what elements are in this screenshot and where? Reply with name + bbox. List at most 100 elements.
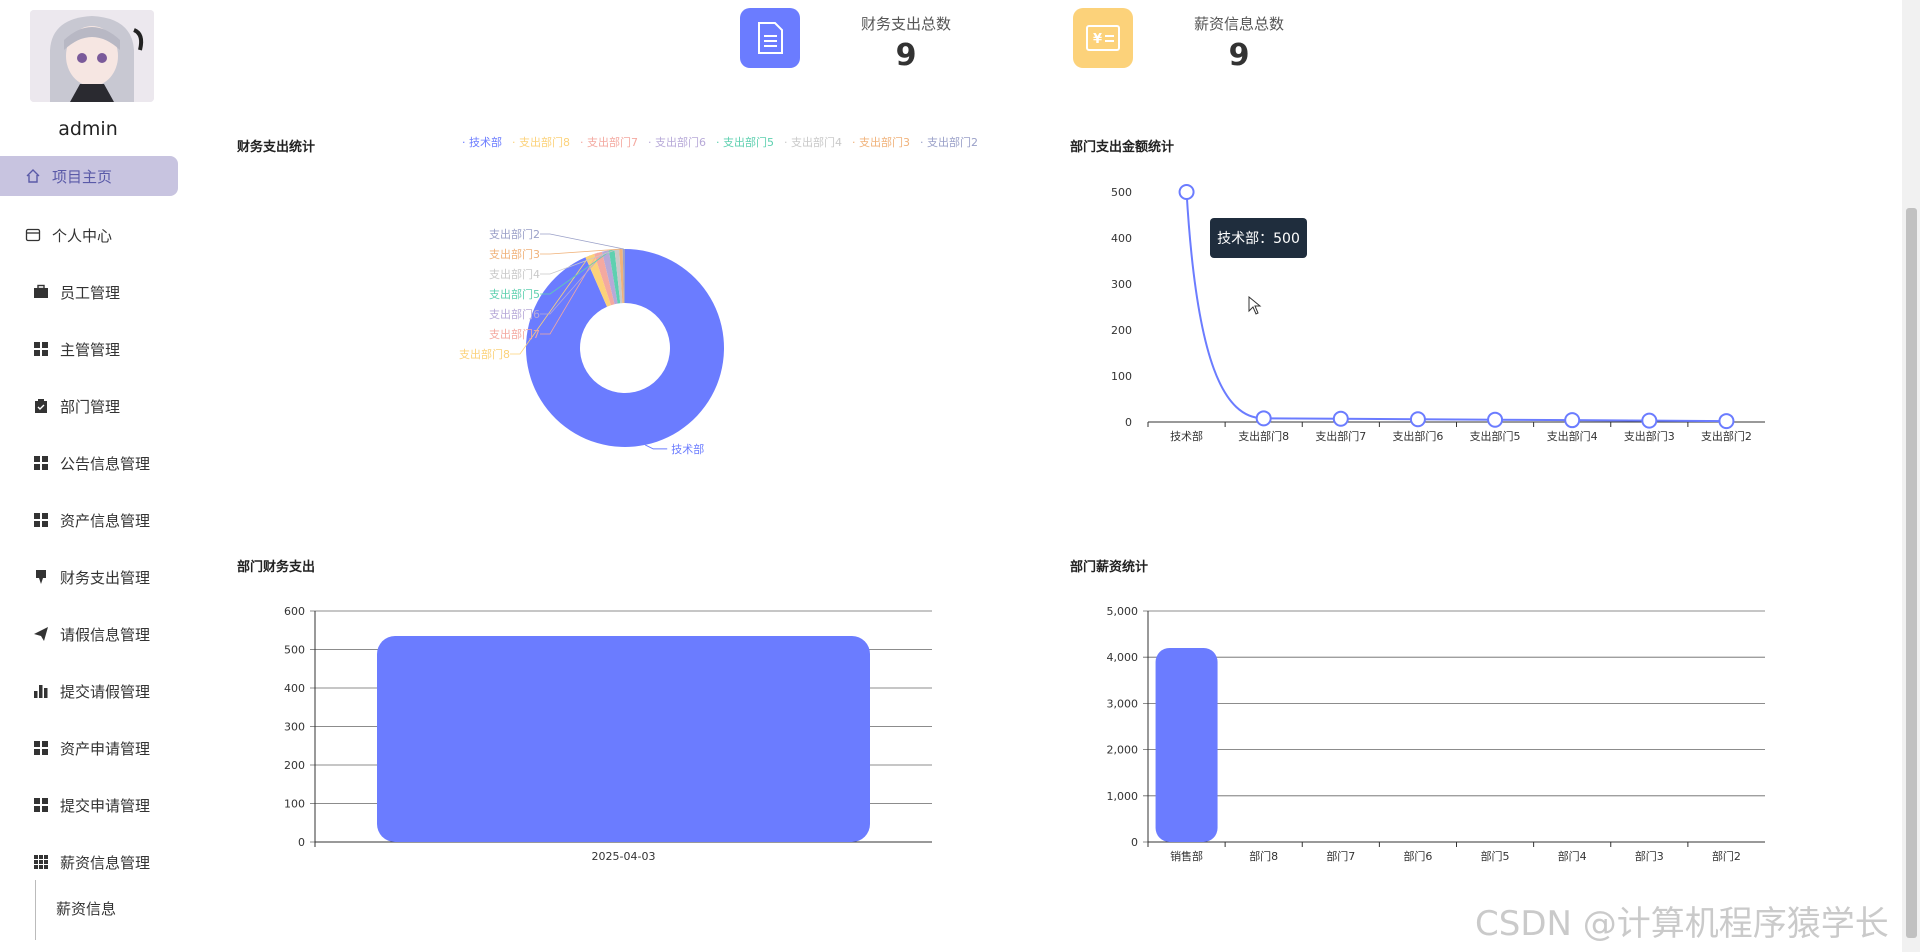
sidebar-item-asset[interactable]: 资产信息管理 (0, 500, 178, 540)
avatar[interactable] (30, 10, 154, 102)
y-tick-label: 5,000 (1107, 605, 1139, 618)
y-tick-label: 300 (1111, 278, 1132, 291)
sidebar-item-label: 员工管理 (60, 283, 121, 302)
y-tick-label: 100 (284, 798, 305, 811)
username: admin (58, 118, 118, 140)
grid-icon (32, 511, 50, 529)
pie-label: 支出部门2 (489, 227, 540, 241)
sidebar-item-home[interactable]: 项目主页 (0, 156, 178, 196)
y-tick-label: 200 (1111, 324, 1132, 337)
legend-item[interactable]: · 支出部门2 (920, 136, 978, 149)
sidebar-item-manager[interactable]: 主管管理 (0, 329, 178, 369)
sidebar-item-label: 请假信息管理 (60, 625, 151, 644)
y-tick-label: 200 (284, 759, 305, 772)
sidebar-item-label: 资产申请管理 (60, 739, 151, 758)
pie-label: 技术部 (671, 442, 704, 456)
legend-item[interactable]: · 技术部 (462, 136, 502, 149)
line-point (1564, 412, 1581, 429)
y-tick-label: 0 (298, 836, 305, 849)
pie-label: 支出部门4 (489, 267, 540, 281)
y-tick-label: 600 (284, 605, 305, 618)
y-tick-label: 3,000 (1107, 697, 1139, 710)
line-point (1487, 411, 1504, 428)
legend-item[interactable]: · 支出部门8 (512, 136, 570, 149)
pie-label: 支出部门8 (459, 347, 510, 361)
pie-label-line (540, 248, 621, 255)
send-icon (32, 625, 50, 643)
line-point (1409, 411, 1426, 428)
pie-label-line (540, 249, 612, 295)
legend-item[interactable]: · 支出部门3 (852, 136, 910, 149)
line-point (1255, 410, 1272, 427)
watermark: CSDN @计算机程序猿学长 (1475, 904, 1889, 944)
sidebar-item-submit-leave[interactable]: 提交请假管理 (0, 671, 178, 711)
legend-item[interactable]: · 支出部门5 (716, 136, 774, 149)
sidebar-item-label: 主管管理 (60, 340, 121, 359)
y-tick-label: 100 (1111, 370, 1132, 383)
y-tick-label: 0 (1131, 836, 1138, 849)
stat-value-finance: 9 (895, 38, 917, 73)
pie-slice (614, 249, 623, 304)
x-tick-label: 部门7 (1326, 849, 1355, 863)
pie-label-line (540, 252, 599, 335)
sidebar-item-employee[interactable]: 员工管理 (0, 272, 178, 312)
sidebar-item-asset-apply[interactable]: 资产申请管理 (0, 728, 178, 768)
x-tick-label: 支出部门2 (1701, 429, 1752, 443)
grid-icon (32, 796, 50, 814)
legend-item[interactable]: · 支出部门6 (648, 136, 706, 149)
x-tick-label: 部门8 (1249, 849, 1278, 863)
sidebar-item-label: 财务支出管理 (60, 568, 151, 587)
pie-label: 支出部门7 (489, 327, 540, 341)
legend-item[interactable]: · 支出部门4 (784, 136, 842, 149)
sidebar-item-profile[interactable]: 个人中心 (0, 215, 178, 255)
sidebar-item-leave[interactable]: 请假信息管理 (0, 614, 178, 654)
chart-title-dept-salary-bar: 部门薪资统计 (1070, 560, 1149, 575)
grid-icon (32, 340, 50, 358)
pie-slice (619, 249, 624, 304)
x-tick-label: 部门5 (1481, 849, 1510, 863)
pie-slice (608, 249, 621, 304)
document-icon (740, 8, 800, 68)
sidebar-item-submit-apply[interactable]: 提交申请管理 (0, 785, 178, 825)
bar (1155, 647, 1218, 842)
pie-label: 支出部门5 (489, 287, 540, 301)
pie-slice (585, 253, 611, 307)
legend-item[interactable]: · 支出部门7 (580, 136, 638, 149)
y-tick-label: 2,000 (1107, 744, 1139, 757)
sidebar-subitem-salary-info[interactable]: 薪资信息 (56, 900, 117, 918)
pie-label-line (644, 444, 668, 450)
mouse-cursor-icon (1248, 296, 1262, 315)
chart-title-finance-pie: 财务支出统计 (237, 140, 316, 155)
sidebar-item-label: 项目主页 (52, 167, 113, 186)
x-tick-label: 支出部门5 (1470, 429, 1521, 443)
money-card-icon: ¥ (1073, 8, 1133, 68)
sidebar-item-notice[interactable]: 公告信息管理 (0, 443, 178, 483)
x-tick-label: 支出部门6 (1392, 429, 1443, 443)
sidebar-item-label: 资产信息管理 (60, 511, 151, 530)
bar-chart-icon (32, 682, 50, 700)
briefcase-icon (32, 283, 50, 301)
stat-label-finance: 财务支出总数 (860, 15, 951, 33)
sidebar-item-label: 个人中心 (52, 226, 113, 245)
pie-legend: · 技术部 · 支出部门8 · 支出部门7 · 支出部门6 · 支出部门5 · 支出部门4… (462, 134, 978, 150)
pie-slice (601, 250, 618, 305)
line-point (1178, 184, 1195, 200)
sidebar-item-salary[interactable]: 薪资信息管理 (0, 842, 178, 882)
x-tick-label: 销售部 (1170, 849, 1203, 863)
sidebar: admin 项目主页 个人中心 员工管理 主管管理 (0, 0, 180, 952)
sidebar-item-finance[interactable]: 财务支出管理 (0, 557, 178, 597)
line-series (1185, 191, 1727, 423)
y-tick-label: 300 (284, 721, 305, 734)
card-icon (24, 226, 42, 244)
grid-icon (32, 739, 50, 757)
submenu-divider (35, 880, 36, 940)
chart-title-dept-finance-bar: 部门财务支出 (237, 560, 316, 575)
svg-text:¥: ¥ (1093, 32, 1102, 47)
x-tick-label: 部门3 (1635, 849, 1664, 863)
page-scrollbar-thumb[interactable] (1906, 208, 1917, 938)
stat-label-salary: 薪资信息总数 (1193, 15, 1284, 33)
pie-label-line (540, 233, 624, 250)
x-tick-label: 技术部 (1170, 429, 1203, 443)
sidebar-item-department[interactable]: 部门管理 (0, 386, 178, 426)
